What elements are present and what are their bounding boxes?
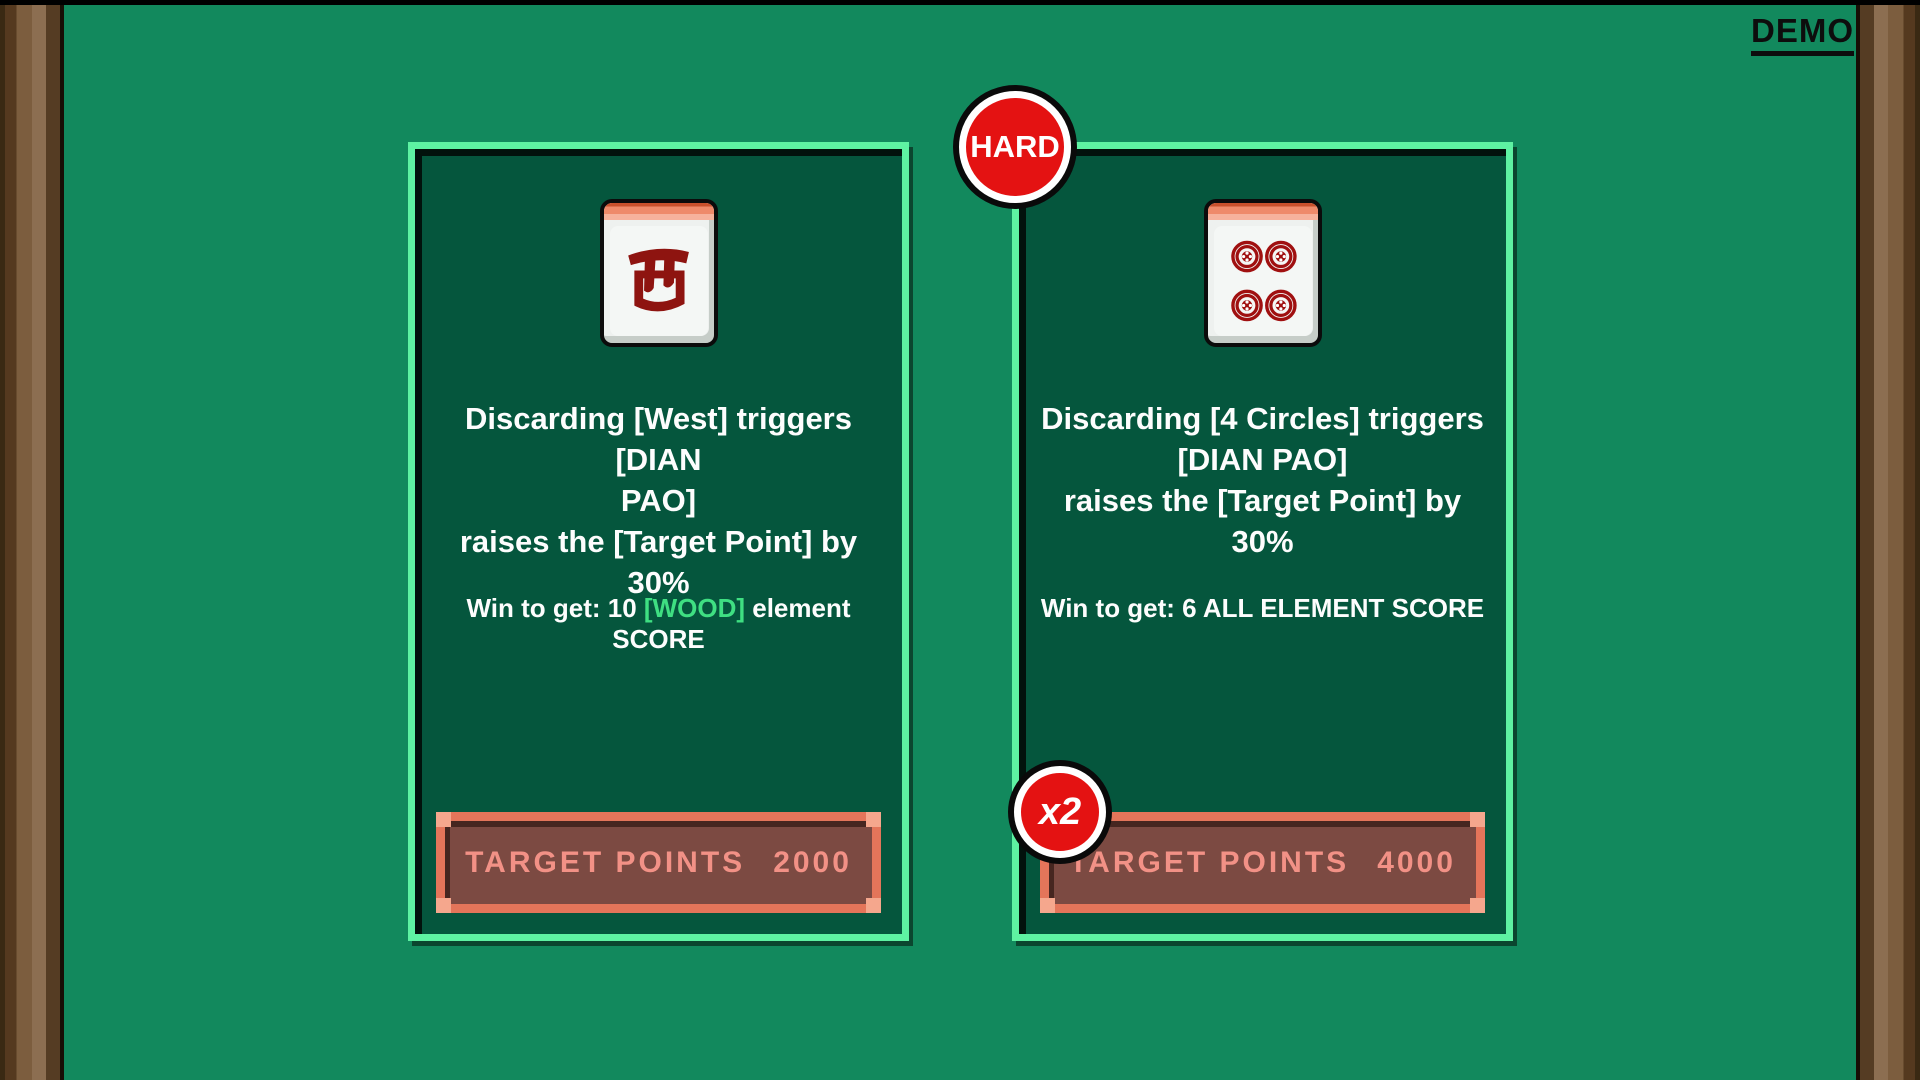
four-circles-icon [1230, 240, 1297, 322]
button-corner [866, 812, 881, 827]
tile-back-edge [603, 203, 714, 220]
button-corner [436, 898, 451, 913]
button-corner [1470, 812, 1485, 827]
tile-face [609, 226, 708, 336]
desc-line: [DIAN PAO] [1177, 441, 1348, 477]
target-points-value: 4000 [1377, 845, 1456, 879]
card-description: Discarding [West] triggers [DIAN PAO] ra… [431, 399, 886, 604]
table-edge-left [0, 0, 64, 1080]
button-corner [866, 898, 881, 913]
target-points-value: 2000 [773, 845, 852, 879]
contract-card-4-circles[interactable]: Discarding [4 Circles] triggers [DIAN PA… [1012, 142, 1513, 941]
tile-back-edge [1207, 203, 1318, 220]
button-corner [1470, 898, 1485, 913]
tile-face [1213, 226, 1312, 336]
multiplier-badge: x2 [1014, 766, 1106, 858]
card-description: Discarding [4 Circles] triggers [DIAN PA… [1035, 399, 1490, 563]
desc-line: Discarding [West] triggers [DIAN [464, 401, 852, 477]
contract-card-west[interactable]: Discarding [West] triggers [DIAN PAO] ra… [408, 142, 909, 941]
reward-prefix: Win to get: 10 [466, 593, 644, 623]
difficulty-badge: HARD [959, 91, 1071, 203]
target-points-label: TARGET POINTS [1069, 845, 1350, 879]
west-character-icon [627, 248, 689, 312]
demo-link[interactable]: DEMO [1751, 12, 1854, 56]
desc-line: PAO] [620, 482, 697, 518]
button-corner [1040, 898, 1055, 913]
west-wind-tile [599, 199, 718, 347]
button-corner [436, 812, 451, 827]
reward-text: Win to get: 6 ALL ELEMENT SCORE [1027, 593, 1498, 624]
table-edge-right [1856, 0, 1920, 1080]
top-border [0, 0, 1920, 5]
target-points-label: TARGET POINTS [465, 845, 746, 879]
four-circles-tile [1203, 199, 1322, 347]
reward-element-highlight: [WOOD] [643, 593, 746, 623]
target-points-button[interactable]: TARGET POINTS 2000 [436, 812, 881, 913]
reward-prefix: Win to get: 6 ALL ELEMENT SCORE [1040, 593, 1485, 623]
desc-line: raises the [Target Point] by 30% [1063, 482, 1462, 559]
desc-line: raises the [Target Point] by 30% [459, 523, 858, 600]
reward-suffix: element SCORE [612, 593, 851, 654]
desc-line: Discarding [4 Circles] triggers [1041, 401, 1484, 436]
target-points-button[interactable]: TARGET POINTS 4000 [1040, 812, 1485, 913]
reward-text: Win to get: 10 [WOOD] element SCORE [423, 593, 894, 655]
